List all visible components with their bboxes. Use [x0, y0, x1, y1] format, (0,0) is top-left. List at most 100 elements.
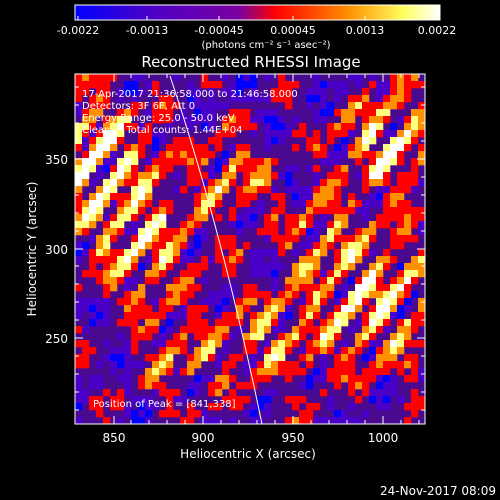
- image-pixel: [257, 375, 265, 383]
- image-pixel: [376, 291, 384, 299]
- image-pixel: [390, 102, 398, 110]
- image-pixel: [362, 284, 370, 292]
- image-pixel: [187, 263, 195, 271]
- image-pixel: [103, 291, 111, 299]
- image-pixel: [418, 312, 425, 320]
- image-pixel: [96, 396, 104, 404]
- image-pixel: [138, 298, 146, 306]
- image-pixel: [187, 221, 195, 229]
- image-pixel: [327, 193, 335, 201]
- image-pixel: [341, 88, 349, 96]
- image-pixel: [131, 102, 139, 110]
- image-pixel: [341, 249, 349, 257]
- image-pixel: [131, 312, 139, 320]
- image-pixel: [383, 165, 391, 173]
- image-pixel: [278, 326, 286, 334]
- image-pixel: [215, 130, 223, 138]
- image-pixel: [194, 242, 202, 250]
- image-title: Reconstructed RHESSI Image: [141, 53, 360, 71]
- image-pixel: [138, 361, 146, 369]
- image-pixel: [110, 144, 118, 152]
- image-pixel: [180, 137, 188, 145]
- image-pixel: [145, 375, 153, 383]
- image-pixel: [159, 242, 167, 250]
- image-pixel: [75, 214, 83, 222]
- image-pixel: [299, 298, 307, 306]
- image-pixel: [75, 109, 83, 117]
- image-pixel: [383, 193, 391, 201]
- image-pixel: [271, 207, 279, 215]
- image-pixel: [376, 214, 384, 222]
- image-pixel: [159, 333, 167, 341]
- image-pixel: [222, 326, 230, 334]
- image-pixel: [278, 123, 286, 131]
- image-pixel: [313, 144, 321, 152]
- image-pixel: [348, 200, 356, 208]
- image-pixel: [264, 144, 272, 152]
- image-pixel: [180, 333, 188, 341]
- image-pixel: [341, 263, 349, 271]
- image-pixel: [103, 95, 111, 103]
- image-pixel: [145, 193, 153, 201]
- image-pixel: [292, 368, 300, 376]
- image-pixel: [292, 263, 300, 271]
- image-pixel: [397, 81, 405, 89]
- image-pixel: [278, 319, 286, 327]
- image-pixel: [334, 95, 342, 103]
- image-pixel: [285, 277, 293, 285]
- image-pixel: [397, 305, 405, 313]
- image-pixel: [271, 214, 279, 222]
- image-pixel: [299, 186, 307, 194]
- image-pixel: [306, 228, 314, 236]
- image-pixel: [362, 242, 370, 250]
- image-pixel: [313, 291, 321, 299]
- image-pixel: [103, 249, 111, 257]
- image-pixel: [243, 151, 251, 159]
- image-pixel: [411, 81, 419, 89]
- image-pixel: [348, 116, 356, 124]
- image-pixel: [341, 256, 349, 264]
- image-pixel: [138, 417, 146, 424]
- image-pixel: [264, 305, 272, 313]
- image-pixel: [278, 242, 286, 250]
- image-pixel: [383, 305, 391, 313]
- image-pixel: [201, 319, 209, 327]
- image-pixel: [390, 312, 398, 320]
- image-pixel: [117, 88, 125, 96]
- image-pixel: [390, 207, 398, 215]
- image-pixel: [138, 144, 146, 152]
- image-pixel: [404, 277, 412, 285]
- image-pixel: [131, 109, 139, 117]
- image-pixel: [201, 305, 209, 313]
- image-pixel: [376, 305, 384, 313]
- image-pixel: [159, 172, 167, 180]
- image-pixel: [313, 74, 321, 82]
- image-pixel: [313, 207, 321, 215]
- image-pixel: [250, 207, 258, 215]
- image-pixel: [292, 340, 300, 348]
- image-pixel: [383, 361, 391, 369]
- image-pixel: [187, 165, 195, 173]
- image-pixel: [397, 144, 405, 152]
- image-pixel: [327, 221, 335, 229]
- image-pixel: [313, 284, 321, 292]
- image-pixel: [348, 151, 356, 159]
- image-pixel: [299, 396, 307, 404]
- image-pixel: [131, 123, 139, 131]
- image-pixel: [124, 200, 132, 208]
- image-pixel: [299, 410, 307, 418]
- image-pixel: [348, 74, 356, 82]
- image-pixel: [334, 228, 342, 236]
- image-pixel: [236, 144, 244, 152]
- image-pixel: [341, 214, 349, 222]
- image-pixel: [229, 116, 237, 124]
- image-pixel: [75, 165, 83, 173]
- image-pixel: [166, 312, 174, 320]
- image-pixel: [208, 81, 216, 89]
- image-pixel: [103, 102, 111, 110]
- image-pixel: [285, 221, 293, 229]
- image-pixel: [145, 81, 153, 89]
- image-pixel: [243, 74, 251, 82]
- image-pixel: [411, 375, 419, 383]
- image-pixel: [243, 123, 251, 131]
